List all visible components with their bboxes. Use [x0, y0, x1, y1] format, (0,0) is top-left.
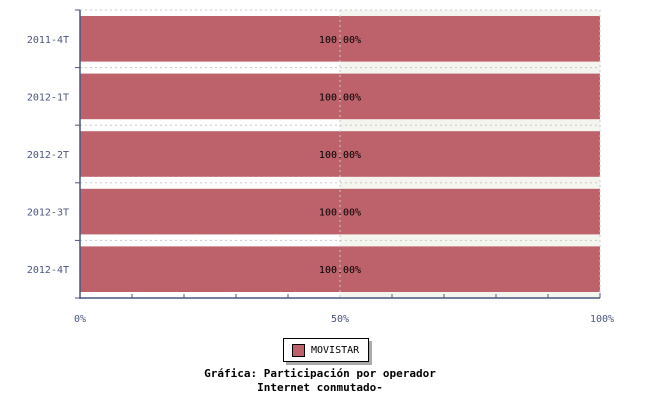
y-tick-label: 2012-1T: [27, 92, 69, 103]
legend-swatch-movistar: [292, 343, 305, 357]
y-tick-label: 2012-4T: [27, 265, 69, 276]
chart-title: Gráfica: Participación por operador: [204, 367, 436, 380]
bar-2012-4T: [80, 246, 600, 292]
bar-chart: 100.00%2011-4T100.00%2012-1T100.00%2012-…: [27, 9, 614, 325]
x-tick-label: 0%: [74, 314, 86, 325]
x-tick-label: 100%: [590, 314, 614, 325]
y-tick-label: 2011-4T: [27, 35, 69, 46]
legend-label-movistar: MOVISTAR: [311, 344, 360, 356]
data-label: 100.00%: [319, 208, 361, 219]
y-tick-label: 2012-3T: [27, 208, 69, 219]
y-tick-label: 2012-2T: [27, 150, 69, 161]
chart-subtitle: Internet conmutado-: [257, 381, 383, 394]
bar-2011-4T: [80, 16, 600, 62]
bar-2012-2T: [80, 131, 600, 177]
x-tick-label: 50%: [331, 314, 349, 325]
legend: MOVISTAR: [283, 338, 369, 362]
data-label: 100.00%: [319, 92, 361, 103]
